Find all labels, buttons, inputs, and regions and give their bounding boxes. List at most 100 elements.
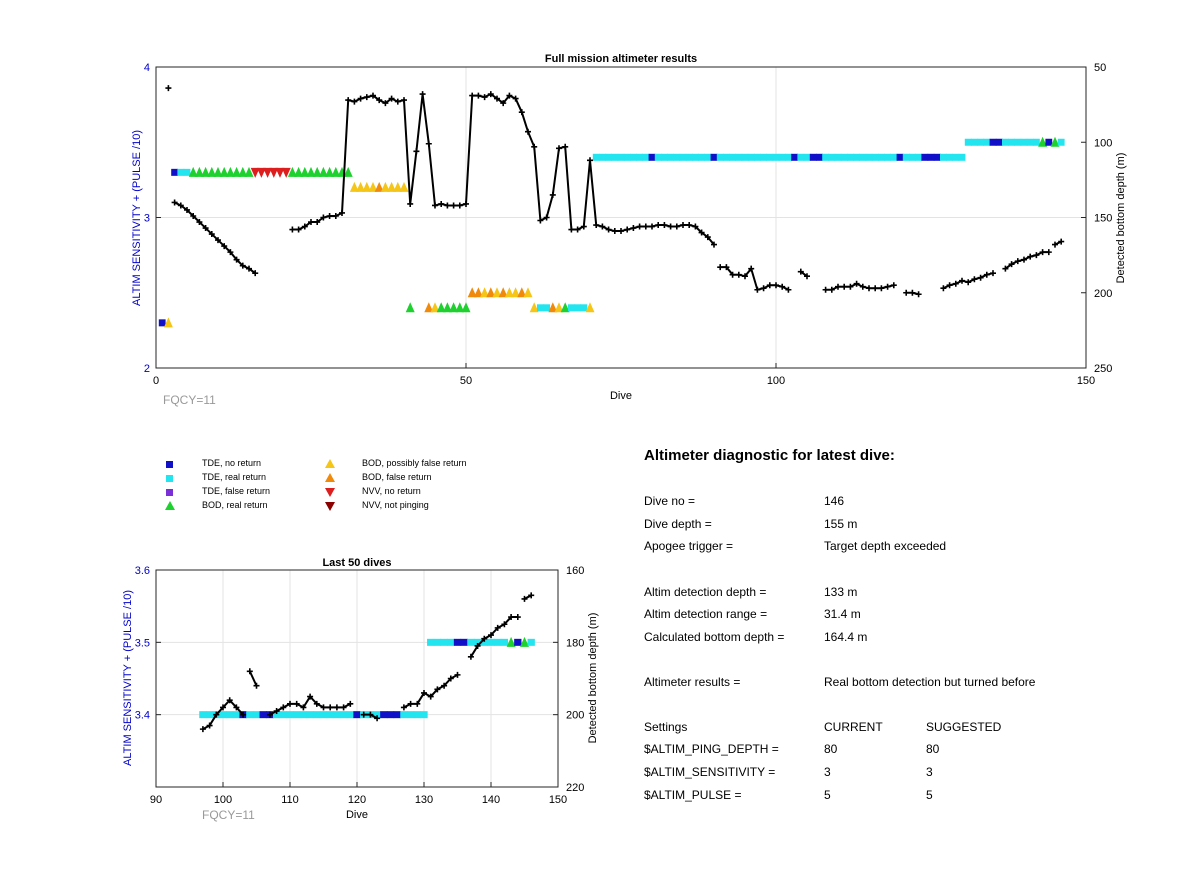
main-grid (155, 66, 1087, 369)
depth-point (347, 700, 354, 707)
tde-marker (834, 153, 842, 161)
bod-marker (442, 302, 452, 313)
y-right-tick-label: 200 (1094, 288, 1112, 300)
diagnostic-label: Apogee trigger = (644, 539, 734, 553)
bod-marker (380, 181, 390, 192)
bod-marker (244, 166, 254, 177)
tde-marker (580, 304, 588, 312)
depth-point (266, 711, 273, 718)
marker-legend: TDE, no return TDE, real return TDE, false… (160, 458, 520, 518)
tde-marker (977, 138, 984, 146)
depth-point (835, 283, 841, 290)
tde-marker (679, 153, 687, 161)
depth-point (213, 711, 220, 718)
bod-marker (399, 181, 409, 192)
diagnostic-label: Dive depth = (644, 517, 712, 531)
tde-marker (661, 153, 668, 161)
tde-marker (500, 638, 509, 646)
tde-marker (946, 153, 953, 161)
depth-point (531, 143, 538, 150)
tde-marker (636, 153, 643, 161)
x-tick-label: 110 (281, 794, 299, 806)
diagnostic-value: 164.4 m (824, 630, 868, 644)
tde-marker (537, 304, 544, 312)
tde-marker (487, 638, 495, 646)
depth-point (853, 280, 860, 287)
tde-marker (272, 711, 281, 719)
tde-marker (853, 153, 860, 161)
depth-point (407, 200, 414, 207)
tde-marker (199, 711, 207, 719)
tde-marker (527, 638, 535, 646)
depth-point (394, 98, 401, 105)
tde-marker (654, 153, 662, 161)
depth-point (797, 268, 804, 275)
x-tick-label: 150 (1077, 375, 1095, 387)
depth-point (624, 226, 631, 233)
depth-point (673, 223, 680, 230)
y-right-tick-label: 50 (1094, 62, 1106, 74)
legend-label: TDE, false return (202, 486, 271, 496)
depth-line (470, 616, 518, 658)
depth-point (208, 231, 215, 238)
diagnostic-label: Altim detection depth = (644, 585, 767, 599)
bod-marker (1038, 136, 1048, 147)
depth-point (605, 226, 612, 233)
depth-point (326, 212, 333, 219)
depth-point (990, 270, 996, 277)
bod-marker (356, 181, 366, 192)
nvv-marker (256, 167, 266, 178)
depth-point (1021, 256, 1027, 263)
depth-point (233, 704, 240, 711)
tde-marker (353, 711, 361, 719)
depth-point (202, 225, 209, 232)
depth-point (946, 282, 953, 289)
depth-point (587, 157, 593, 164)
tde-marker (1020, 138, 1028, 146)
x-tick-label: 90 (150, 794, 162, 806)
tde-marker (778, 153, 786, 161)
bod-marker (520, 636, 529, 647)
tde-marker (1057, 138, 1065, 146)
tde-marker (710, 153, 718, 161)
settings-header-label: Settings (644, 720, 688, 734)
depth-point (512, 95, 519, 102)
depth-line (292, 92, 715, 246)
bod-marker (238, 166, 248, 177)
depth-point (220, 704, 226, 711)
tde-marker (1026, 138, 1034, 146)
tde-marker (205, 711, 214, 719)
legend-swatch (325, 459, 335, 468)
main-y-left-label: ALTIM SENSITIVITY + (PULSE /10) (131, 130, 143, 306)
depth-point (1008, 261, 1015, 268)
depth-point (952, 280, 959, 287)
depth-point (487, 91, 494, 98)
diagnostic-value: 155 m (824, 517, 858, 531)
depth-point (785, 286, 792, 293)
depth-point (698, 229, 705, 236)
depth-point (289, 226, 296, 233)
tde-marker (704, 153, 712, 161)
nvv-marker (263, 167, 273, 178)
depth-point (444, 202, 451, 209)
tde-marker (393, 711, 401, 719)
depth-point (467, 653, 474, 660)
bod-marker (449, 302, 459, 313)
depth-point (959, 277, 965, 284)
legend-label: BOD, real return (202, 500, 268, 510)
bod-marker (368, 181, 378, 192)
depth-point (469, 92, 476, 99)
tde-marker (698, 153, 705, 161)
depth-point (400, 704, 407, 711)
tde-marker (605, 153, 612, 161)
depth-point (525, 128, 531, 135)
depth-point (456, 202, 463, 209)
tde-marker (623, 153, 631, 161)
depth-point (729, 271, 736, 278)
depth-point (866, 285, 872, 292)
depth-point (611, 228, 618, 235)
bod-marker (529, 302, 539, 313)
tde-marker (630, 153, 637, 161)
bod-marker (201, 166, 211, 177)
depth-point (345, 97, 352, 104)
